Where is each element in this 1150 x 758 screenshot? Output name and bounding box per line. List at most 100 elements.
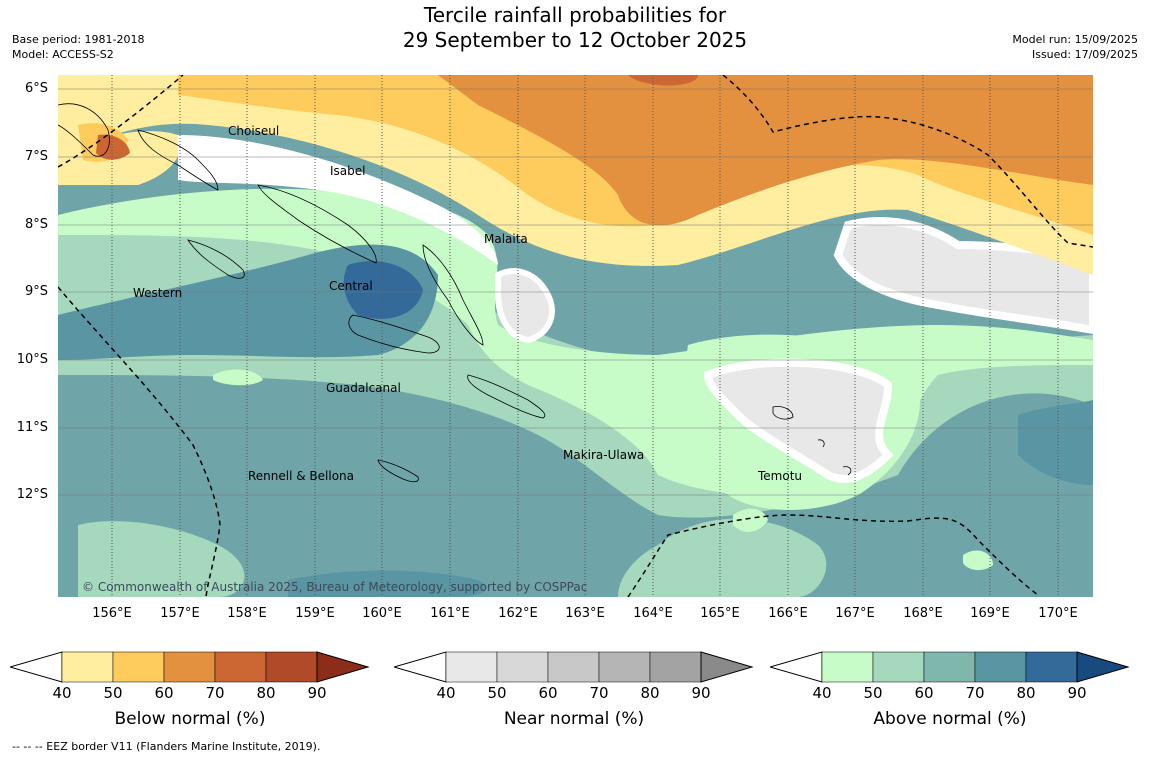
coastlines: [58, 103, 852, 483]
bougainville-coast: [58, 103, 110, 157]
above-normal-80-central: [343, 261, 423, 319]
eez-border-note: -- -- -- EEZ border V11 (Flanders Marine…: [12, 740, 321, 753]
lat-label-11s: 11°S: [16, 420, 48, 435]
no-dominant-band: [178, 135, 498, 265]
lat-label-6s: 6°S: [24, 81, 48, 96]
above-swatch-70: [974, 651, 1027, 683]
below-tick-80: 80: [256, 684, 276, 702]
longitude-gridlines: [111, 75, 1059, 597]
eez-border: [58, 75, 1093, 597]
lon-label-168e: 168°E: [903, 606, 943, 621]
latitude-gridlines: [58, 88, 1093, 496]
above-normal-80-south: [288, 570, 487, 597]
above-tick-70: 70: [965, 684, 985, 702]
rainfall-map: Choiseul Isabel Malaita Western Central …: [58, 75, 1093, 597]
model-run-date: Model run: 15/09/2025: [1012, 33, 1138, 46]
lon-label-170e: 170°E: [1038, 606, 1078, 621]
region-label-temotu: Temotu: [757, 469, 802, 483]
above-swatch-40: [821, 651, 874, 683]
lon-label-169e: 169°E: [970, 606, 1010, 621]
above-normal-70-central: [58, 244, 438, 360]
region-label-choiseul: Choiseul: [228, 124, 279, 138]
rennell-island: [377, 459, 419, 483]
above-tick-40: 40: [812, 684, 832, 702]
near-tick-40: 40: [436, 684, 456, 702]
above-normal-40-pocket-3: [963, 550, 993, 571]
lon-label-156e: 156°E: [92, 606, 132, 621]
santa-cruz-island: [772, 406, 794, 420]
choiseul-island: [137, 129, 219, 191]
near-tick-60: 60: [538, 684, 558, 702]
above-swatch-60: [923, 651, 976, 683]
lat-label-9s: 9°S: [24, 284, 48, 299]
makira-island: [467, 374, 546, 419]
below-swatch-70: [214, 651, 267, 683]
guadalcanal-island: [348, 314, 440, 354]
lat-label-10s: 10°S: [16, 352, 48, 367]
below-tick-90: 90: [307, 684, 327, 702]
lon-label-166e: 166°E: [768, 606, 808, 621]
near-tick-80: 80: [640, 684, 660, 702]
model-info: Base period: 1981-2018 Model: ACCESS-S2: [12, 32, 144, 62]
colorbar-below-normal: [10, 651, 370, 683]
near-tick-90: 90: [691, 684, 711, 702]
above-normal-50-southeast: [618, 518, 827, 597]
colorbar-near-normal: [394, 651, 754, 683]
lon-label-157e: 157°E: [160, 606, 200, 621]
above-normal-70-east: [1018, 400, 1093, 485]
region-label-central: Central: [329, 279, 373, 293]
map-title: Tercile rainfall probabilities for 29 Se…: [0, 3, 1150, 53]
below-swatch-80: [265, 651, 318, 683]
near-tick-50: 50: [487, 684, 507, 702]
lon-label-163e: 163°E: [565, 606, 605, 621]
title-line-1: Tercile rainfall probabilities for: [423, 3, 727, 27]
lon-label-159e: 159°E: [295, 606, 335, 621]
above-normal-50-southwest: [78, 521, 245, 597]
copyright-notice: © Commonwealth of Australia 2025, Bureau…: [82, 580, 588, 594]
region-label-isabel: Isabel: [330, 164, 365, 178]
malaita-island: [422, 244, 484, 346]
below-normal-title: Below normal (%): [114, 709, 266, 729]
below-tick-70: 70: [205, 684, 225, 702]
below-tick-40: 40: [52, 684, 72, 702]
near-swatch-80: [649, 651, 702, 683]
above-normal-40-pocket-1: [213, 369, 263, 386]
lon-label-167e: 167°E: [835, 606, 875, 621]
region-label-western: Western: [133, 286, 182, 300]
near-normal-east: [833, 217, 1093, 335]
lon-label-160e: 160°E: [362, 606, 402, 621]
region-label-guadalcanal: Guadalcanal: [326, 381, 401, 395]
lon-label-161e: 161°E: [430, 606, 470, 621]
near-swatch-40: [445, 651, 498, 683]
lon-label-158e: 158°E: [227, 606, 267, 621]
run-info: Model run: 15/09/2025 Issued: 17/09/2025: [1012, 32, 1138, 62]
below-tick-50: 50: [103, 684, 123, 702]
below-normal-70-patch: [628, 75, 698, 86]
region-label-malaita: Malaita: [484, 232, 528, 246]
lon-label-164e: 164°E: [633, 606, 673, 621]
above-swatch-50: [872, 651, 925, 683]
above-tick-80: 80: [1016, 684, 1036, 702]
lat-label-8s: 8°S: [24, 217, 48, 232]
above-swatch-80: [1025, 651, 1078, 683]
base-period: Base period: 1981-2018: [12, 33, 145, 46]
region-label-makira-ulawa: Makira-Ulawa: [563, 448, 644, 462]
near-normal-title: Near normal (%): [503, 709, 645, 729]
above-normal-40-pocket-2: [733, 508, 768, 532]
above-tick-60: 60: [914, 684, 934, 702]
region-label-rennell-bellona: Rennell & Bellona: [248, 469, 354, 483]
temotu-islets: [817, 439, 852, 476]
above-tick-50: 50: [863, 684, 883, 702]
below-swatch-60: [163, 651, 216, 683]
isabel-island: [257, 184, 377, 264]
above-normal-title: Above normal (%): [873, 709, 1027, 729]
title-line-2: 29 September to 12 October 2025: [402, 28, 748, 52]
below-swatch-50: [112, 651, 165, 683]
near-tick-70: 70: [589, 684, 609, 702]
below-swatch-40: [61, 651, 114, 683]
lon-label-165e: 165°E: [700, 606, 740, 621]
above-tick-90: 90: [1067, 684, 1087, 702]
near-normal-central: [495, 268, 555, 344]
new-georgia-island: [187, 239, 245, 279]
near-swatch-60: [547, 651, 600, 683]
